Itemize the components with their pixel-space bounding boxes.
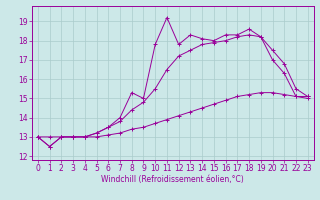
X-axis label: Windchill (Refroidissement éolien,°C): Windchill (Refroidissement éolien,°C) (101, 175, 244, 184)
